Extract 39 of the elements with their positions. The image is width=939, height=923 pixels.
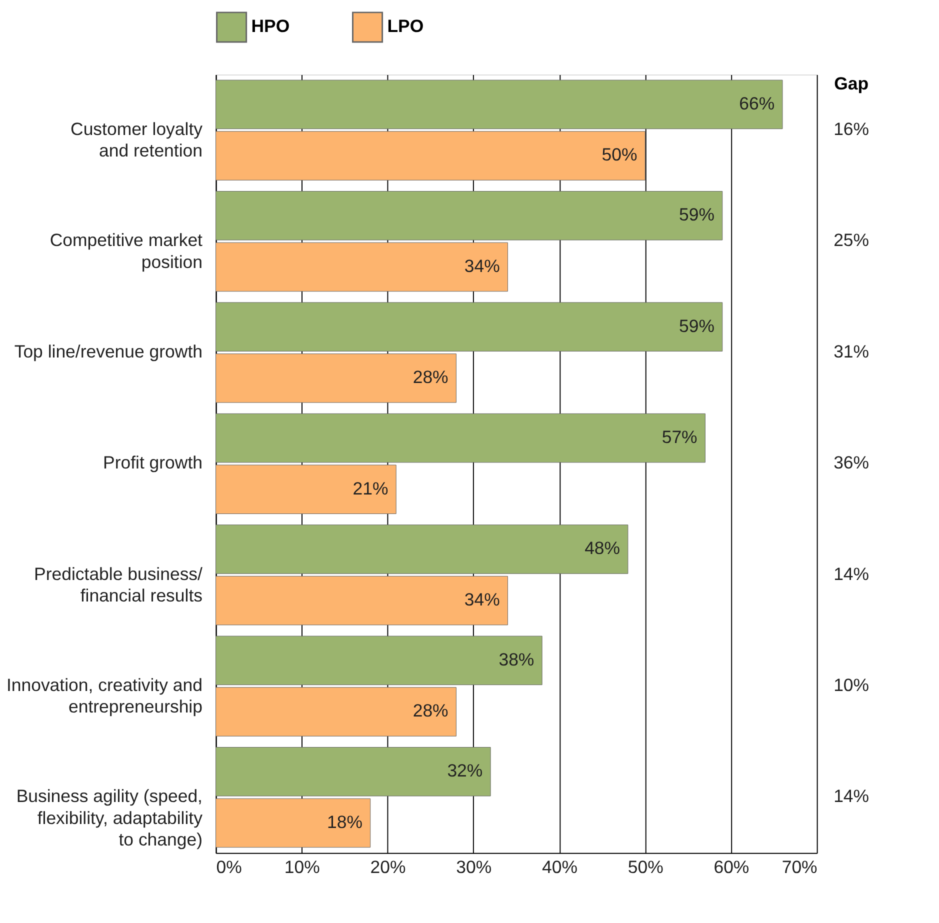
- y-tick-label: Top line/revenue growth: [14, 341, 202, 362]
- text: 10%: [834, 675, 870, 696]
- legend-label: LPO: [387, 16, 424, 36]
- x-tick-label: 0%: [216, 857, 242, 878]
- data-label: 38%: [498, 649, 534, 670]
- y-tick-label: Predictable business/ financial results: [34, 564, 203, 606]
- text: 36%: [834, 452, 870, 473]
- data-label: 32%: [447, 760, 483, 781]
- text: 25%: [834, 230, 870, 250]
- legend-label: HPO: [251, 16, 290, 36]
- x-tick-label: 70%: [782, 857, 818, 878]
- data-label: 28%: [412, 367, 449, 388]
- data-label: 57%: [662, 426, 698, 447]
- data-label: 59%: [679, 204, 715, 225]
- text: 14%: [834, 564, 870, 584]
- x-tick-label: 30%: [456, 857, 492, 878]
- data-label: 48%: [584, 538, 620, 558]
- x-tick-label: 10%: [284, 857, 320, 878]
- x-tick-label: 20%: [370, 857, 406, 878]
- data-label: 66%: [739, 93, 775, 114]
- data-label: 59%: [679, 316, 715, 336]
- text: 31%: [834, 341, 870, 362]
- text: Gap: [834, 73, 869, 94]
- data-label: 34%: [464, 589, 500, 610]
- text: 14%: [834, 786, 870, 806]
- y-tick-label: Business agility (speed, flexibility, adaptability to change): [16, 786, 203, 850]
- x-tick-label: 40%: [542, 857, 578, 878]
- data-label: 18%: [326, 812, 363, 832]
- x-tick-label: 50%: [628, 857, 664, 878]
- x-tick-label: 60%: [714, 857, 750, 878]
- text: 16%: [834, 119, 870, 140]
- data-label: 28%: [412, 700, 449, 721]
- data-label: 34%: [464, 256, 500, 276]
- y-tick-label: Profit growth: [103, 452, 202, 473]
- data-label: 50%: [602, 144, 638, 165]
- data-label: 21%: [352, 478, 388, 498]
- y-tick-label: Customer loyalty and retention: [70, 119, 203, 161]
- y-tick-label: Competitive market position: [50, 230, 203, 272]
- y-tick-label: Innovation, creativity and entrepreneurship: [6, 675, 203, 717]
